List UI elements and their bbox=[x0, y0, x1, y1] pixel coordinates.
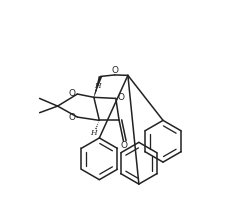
Text: H: H bbox=[94, 82, 101, 90]
Text: O: O bbox=[112, 67, 119, 75]
Text: H: H bbox=[90, 129, 97, 137]
Text: O: O bbox=[118, 93, 125, 103]
Polygon shape bbox=[94, 76, 102, 97]
Text: O: O bbox=[121, 141, 127, 150]
Polygon shape bbox=[94, 89, 97, 97]
Text: O: O bbox=[68, 113, 75, 122]
Text: O: O bbox=[68, 89, 75, 98]
